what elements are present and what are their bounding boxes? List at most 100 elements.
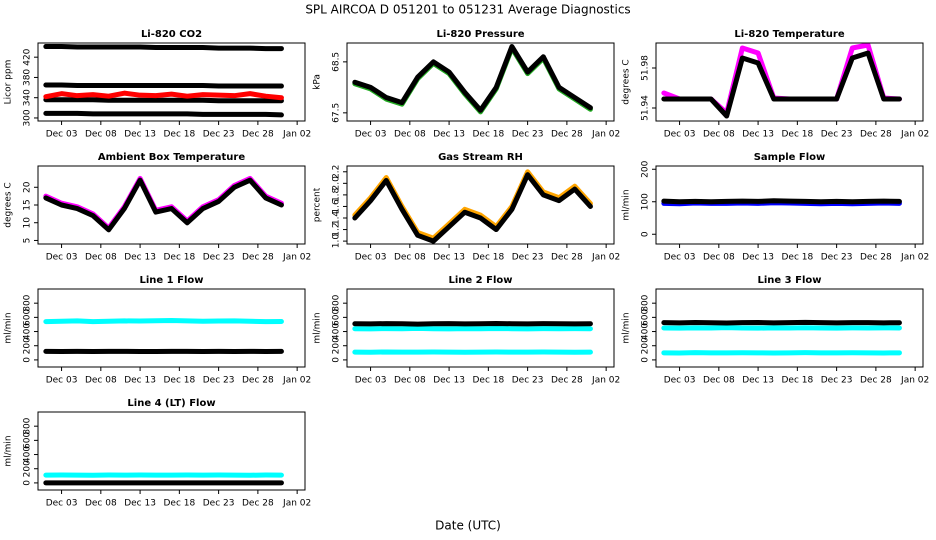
- x-tick-label: Dec 18: [472, 253, 504, 263]
- x-tick-label: Dec 03: [46, 130, 78, 140]
- x-tick-label: Dec 08: [85, 130, 117, 140]
- series-line: [43, 175, 284, 231]
- y-tick-label: 0: [641, 357, 651, 363]
- y-tick-label: 1.8: [332, 187, 342, 202]
- x-tick-label: Dec 23: [821, 253, 853, 263]
- y-tick-label: 400: [332, 323, 342, 340]
- x-tick-label: Dec 23: [821, 376, 853, 386]
- panel-title: Line 4 (LT) Flow: [127, 398, 215, 409]
- y-tick-label: 400: [23, 323, 33, 340]
- x-tick-label: Dec 13: [124, 253, 156, 263]
- x-tick-label: Dec 18: [163, 130, 195, 140]
- x-tick-label: Dec 28: [242, 253, 274, 263]
- x-tick-label: Dec 08: [703, 130, 735, 140]
- y-tick-label: 800: [641, 294, 651, 311]
- y-tick-label: 800: [23, 294, 33, 311]
- x-tick-label: Jan 02: [282, 499, 311, 509]
- series-line: [43, 82, 284, 89]
- series-line: [43, 97, 284, 104]
- y-tick-label: 0: [23, 357, 33, 363]
- y-axis-label: ml/min: [622, 312, 632, 343]
- y-tick-label: 200: [23, 460, 33, 477]
- y-tick-label: 51.94: [641, 95, 651, 121]
- x-tick-label: Jan 02: [591, 253, 620, 263]
- y-axis-label: ml/min: [4, 312, 14, 343]
- y-tick-label: 300: [23, 109, 33, 126]
- x-tick-label: Jan 02: [900, 253, 929, 263]
- x-tick-label: Dec 08: [703, 253, 735, 263]
- x-tick-label: Dec 03: [664, 130, 696, 140]
- x-axis-label: Date (UTC): [435, 519, 501, 533]
- x-tick-label: Dec 18: [781, 376, 813, 386]
- x-tick-label: Dec 13: [742, 253, 774, 263]
- x-tick-label: Dec 28: [860, 130, 892, 140]
- x-tick-label: Jan 02: [900, 376, 929, 386]
- x-tick-label: Dec 13: [124, 376, 156, 386]
- x-tick-label: Dec 08: [394, 253, 426, 263]
- x-tick-label: Dec 13: [742, 130, 774, 140]
- plot-frame: [655, 42, 924, 122]
- x-tick-label: Dec 08: [85, 499, 117, 509]
- plot-frame: [37, 165, 306, 245]
- panel-title: Line 3 Flow: [758, 275, 822, 286]
- x-tick-label: Dec 28: [860, 376, 892, 386]
- series-line: [352, 44, 593, 113]
- x-tick-label: Jan 02: [591, 130, 620, 140]
- panel-title: Line 1 Flow: [140, 275, 204, 286]
- x-tick-label: Dec 18: [472, 376, 504, 386]
- y-tick-label: 1.2: [332, 222, 342, 236]
- y-axis-label: percent: [313, 187, 323, 222]
- y-axis-label: kPa: [313, 74, 323, 90]
- y-tick-label: 200: [641, 160, 651, 177]
- x-tick-label: Dec 13: [124, 499, 156, 509]
- y-tick-label: 200: [332, 337, 342, 354]
- panel-title: Line 2 Flow: [449, 275, 513, 286]
- series-line: [43, 177, 284, 233]
- x-tick-label: Dec 13: [742, 376, 774, 386]
- x-tick-label: Dec 13: [433, 130, 465, 140]
- x-tick-label: Dec 23: [203, 130, 235, 140]
- y-axis-label: degrees C: [4, 182, 14, 227]
- x-tick-label: Dec 18: [472, 130, 504, 140]
- y-tick-label: 2.0: [332, 176, 342, 191]
- series-line: [43, 110, 284, 118]
- panel-title: Li-820 CO2: [141, 29, 202, 40]
- y-axis-label: ml/min: [313, 312, 323, 343]
- x-tick-label: Dec 23: [512, 376, 544, 386]
- y-axis-label: ml/min: [622, 189, 632, 220]
- chart-title: SPL AIRCOA D 051201 to 051231 Average Di…: [305, 3, 630, 17]
- x-tick-label: Dec 28: [860, 253, 892, 263]
- series-line: [352, 172, 593, 244]
- x-tick-label: Dec 18: [163, 499, 195, 509]
- x-tick-label: Dec 23: [512, 253, 544, 263]
- x-tick-label: Dec 03: [664, 376, 696, 386]
- series-line: [43, 44, 284, 52]
- y-tick-label: 100: [641, 193, 651, 210]
- x-tick-label: Dec 13: [433, 253, 465, 263]
- x-tick-label: Jan 02: [591, 376, 620, 386]
- x-tick-label: Dec 08: [85, 253, 117, 263]
- y-axis-label: Licor ppm: [4, 60, 14, 105]
- plot-frame: [346, 42, 615, 122]
- x-tick-label: Dec 13: [124, 130, 156, 140]
- y-tick-label: 68.5: [332, 52, 342, 72]
- y-tick-label: 340: [23, 89, 33, 106]
- y-axis-label: degrees C: [622, 59, 632, 104]
- panel-title: Li-820 Pressure: [436, 29, 524, 40]
- x-tick-label: Dec 18: [163, 253, 195, 263]
- y-tick-label: 67.5: [332, 103, 342, 123]
- x-tick-label: Dec 28: [551, 253, 583, 263]
- x-tick-label: Dec 28: [242, 376, 274, 386]
- y-tick-label: 5: [23, 238, 33, 244]
- y-tick-label: 400: [23, 446, 33, 463]
- x-tick-label: Dec 28: [242, 130, 274, 140]
- series-line: [43, 90, 284, 101]
- plot-frame: [37, 411, 306, 491]
- x-tick-label: Dec 03: [46, 253, 78, 263]
- series-line: [352, 320, 593, 327]
- x-tick-label: Dec 03: [664, 253, 696, 263]
- plot-frame: [346, 288, 615, 368]
- y-tick-label: 10: [23, 217, 33, 229]
